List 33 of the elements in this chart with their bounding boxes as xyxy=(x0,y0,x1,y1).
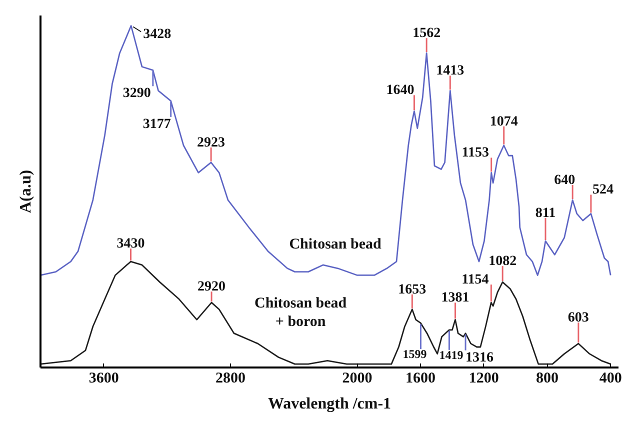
annotation: 2923 xyxy=(197,135,226,150)
annotation: 1153 xyxy=(462,146,489,161)
annotation: 603 xyxy=(568,310,589,326)
annotation: 1599 xyxy=(402,347,427,362)
annotation: 1653 xyxy=(398,282,426,298)
annotation: 1413 xyxy=(436,64,464,79)
annotation: 3428 xyxy=(143,26,172,42)
annotation: 811 xyxy=(535,206,556,222)
annotation: 3177 xyxy=(142,116,171,132)
series-label: Chitosan bead xyxy=(289,236,382,252)
annotation: 640 xyxy=(554,173,576,188)
x-tick-label: 1200 xyxy=(468,370,499,386)
annotation: 524 xyxy=(592,182,614,198)
annotation: 3290 xyxy=(122,86,151,102)
y-axis-title: A(a.u) xyxy=(18,170,34,214)
annotation: 1082 xyxy=(488,254,517,270)
annotation: 1074 xyxy=(490,114,518,130)
annotation: 1640 xyxy=(386,83,414,98)
annotation: 1154 xyxy=(462,272,489,288)
annotation: 1381 xyxy=(441,290,470,306)
annotation: 3430 xyxy=(116,236,145,252)
series-label: Chitosan bead + boron xyxy=(254,296,348,330)
annotation: 2920 xyxy=(198,280,226,295)
x-tick-label: 1600 xyxy=(406,370,436,386)
x-tick-label: 2000 xyxy=(342,370,372,386)
x-axis-title: Wavelength /cm-1 xyxy=(268,396,392,412)
annotation: 1562 xyxy=(412,26,441,42)
annotation: 1316 xyxy=(466,350,494,366)
annotation: 1419 xyxy=(439,348,464,362)
x-tick-label: 400 xyxy=(599,370,622,386)
x-tick-label: 800 xyxy=(536,370,558,386)
x-tick-label: 3600 xyxy=(88,370,119,386)
x-tick-label: 2800 xyxy=(216,370,246,386)
